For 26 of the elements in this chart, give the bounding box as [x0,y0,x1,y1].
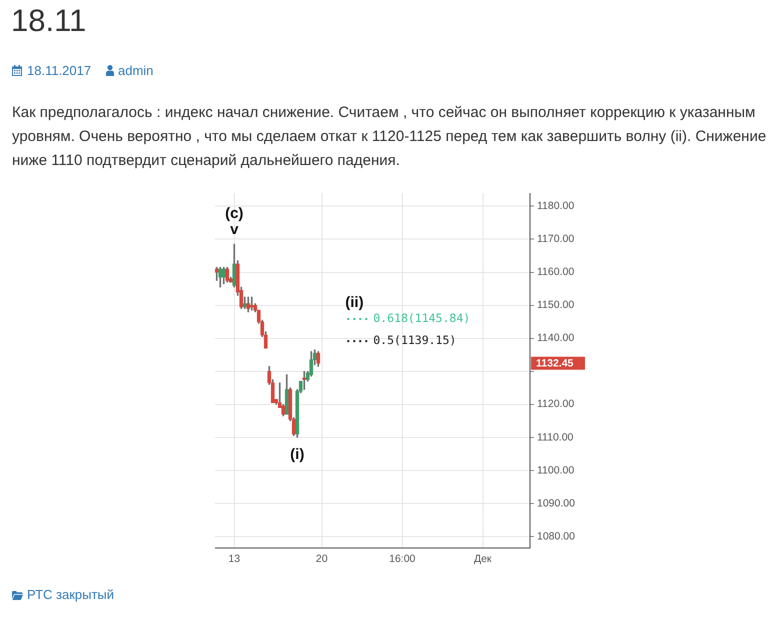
chart-subtitle: Как предполагалось : индекс начал снижение. Считаем , что сейчас он выполняет коррекцию к указанным уровням. Очень вероятно , что мы сделаем откат к 1120-1125 перед тем как завершить волну (ii). Снижение ниже 1110 подтвердит сценарий дальнейшего падения. [12,103,768,171]
y-tick-label: 1090.00 [537,497,576,510]
y-tick-label: 1110.00 [537,431,574,444]
y-tick-label: 1120.00 [537,398,574,410]
y-tick-label: 1100.00 [537,464,574,476]
text: 18.11.2017 [27,63,92,79]
y-tick-label: 1180.00 [537,200,574,212]
text: admin [118,63,154,79]
y-tick-label: 1160.00 [537,266,574,278]
y-tick-label: 1150.00 [537,299,574,312]
y-tick-label: 1170.00 [537,233,574,246]
x-tick-label: 20 [316,553,328,566]
ref-line-label: 0.5(1139.15) [373,333,456,348]
annotation: (c) [225,205,244,222]
text: РТС закрытый [27,587,114,603]
y-tick-label: 1140.00 [537,332,574,344]
ref-line-label: 0.618(1145.84) [373,311,470,325]
chart-title: 18.11 [11,3,86,39]
annotation: (i) [290,446,304,464]
text: 1132.45 [536,358,574,370]
annotation: v [230,221,240,238]
x-tick-label: 13 [228,553,240,566]
y-tick-label: 1080.00 [537,530,576,542]
x-tick-label: 16:00 [389,553,416,566]
x-tick-label: Дек [474,553,492,566]
annotation: (ii) [345,294,364,312]
